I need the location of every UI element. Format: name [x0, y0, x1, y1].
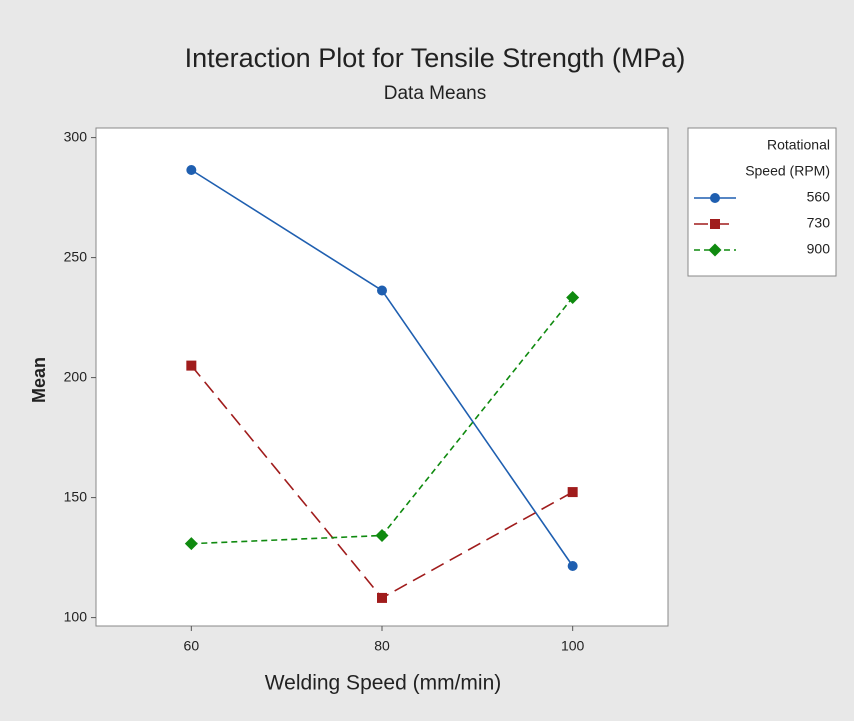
legend-title: Rotational	[767, 137, 830, 153]
marker	[710, 219, 720, 229]
marker	[708, 243, 722, 257]
legend-label: 560	[807, 189, 831, 205]
marker	[186, 165, 197, 175]
y-tick-label: 200	[64, 368, 88, 384]
marker	[375, 529, 389, 543]
x-tick-label: 60	[184, 638, 200, 654]
marker	[377, 285, 387, 296]
y-tick-label: 100	[64, 608, 88, 624]
marker	[184, 537, 198, 551]
marker	[567, 487, 578, 498]
plot-area	[95, 127, 669, 627]
legend-label: 900	[807, 241, 831, 257]
y-axis-label: Mean	[29, 357, 49, 403]
marker	[567, 561, 578, 571]
chart-subtitle: Data Means	[384, 83, 486, 104]
chart-title: Interaction Plot for Tensile Strength (M…	[185, 43, 686, 73]
y-tick-label: 300	[64, 128, 88, 144]
x-axis-label: Welding Speed (mm/min)	[265, 672, 502, 695]
legend-title: Speed (RPM)	[745, 163, 830, 179]
legend-label: 730	[807, 215, 831, 231]
x-tick-label: 80	[374, 638, 390, 654]
y-tick-label: 150	[64, 488, 88, 504]
marker	[377, 592, 387, 603]
y-tick-label: 250	[64, 248, 88, 264]
marker	[566, 290, 580, 304]
x-tick-label: 100	[561, 638, 585, 654]
marker	[710, 193, 720, 203]
marker	[186, 360, 197, 371]
